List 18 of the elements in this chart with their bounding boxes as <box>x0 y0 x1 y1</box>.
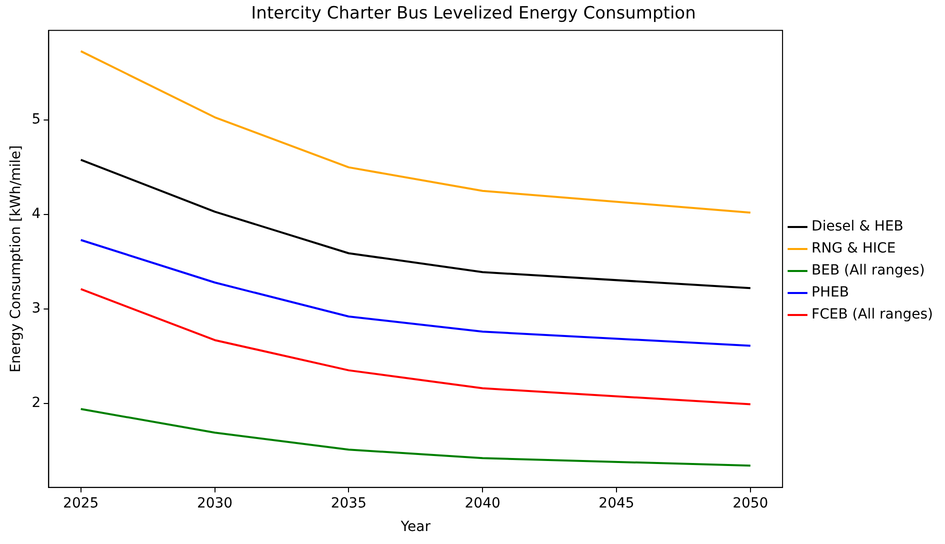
chart-title: Intercity Charter Bus Levelized Energy Consumption <box>251 4 696 24</box>
y-tick-label: 4 <box>32 206 41 222</box>
legend-label: FCEB (All ranges) <box>812 306 934 323</box>
legend-label: Diesel & HEB <box>812 218 904 235</box>
legend-label: BEB (All ranges) <box>812 262 925 279</box>
x-tick-label: 2035 <box>330 495 366 512</box>
x-tick-label: 2050 <box>732 495 768 512</box>
x-axis-title: Year <box>400 519 431 536</box>
x-tick-label: 2040 <box>464 495 500 512</box>
legend-label: RNG & HICE <box>812 240 896 257</box>
y-tick-label: 5 <box>32 112 41 128</box>
x-tick-label: 2025 <box>63 495 99 512</box>
x-tick-label: 2030 <box>196 495 233 512</box>
y-tick-label: 3 <box>32 300 41 317</box>
legend-label: PHEB <box>812 284 849 301</box>
y-tick-label: 2 <box>32 395 41 412</box>
x-tick-label: 2045 <box>598 495 634 512</box>
y-axis-title: Energy Consumption [kWh/mile] <box>8 145 24 372</box>
